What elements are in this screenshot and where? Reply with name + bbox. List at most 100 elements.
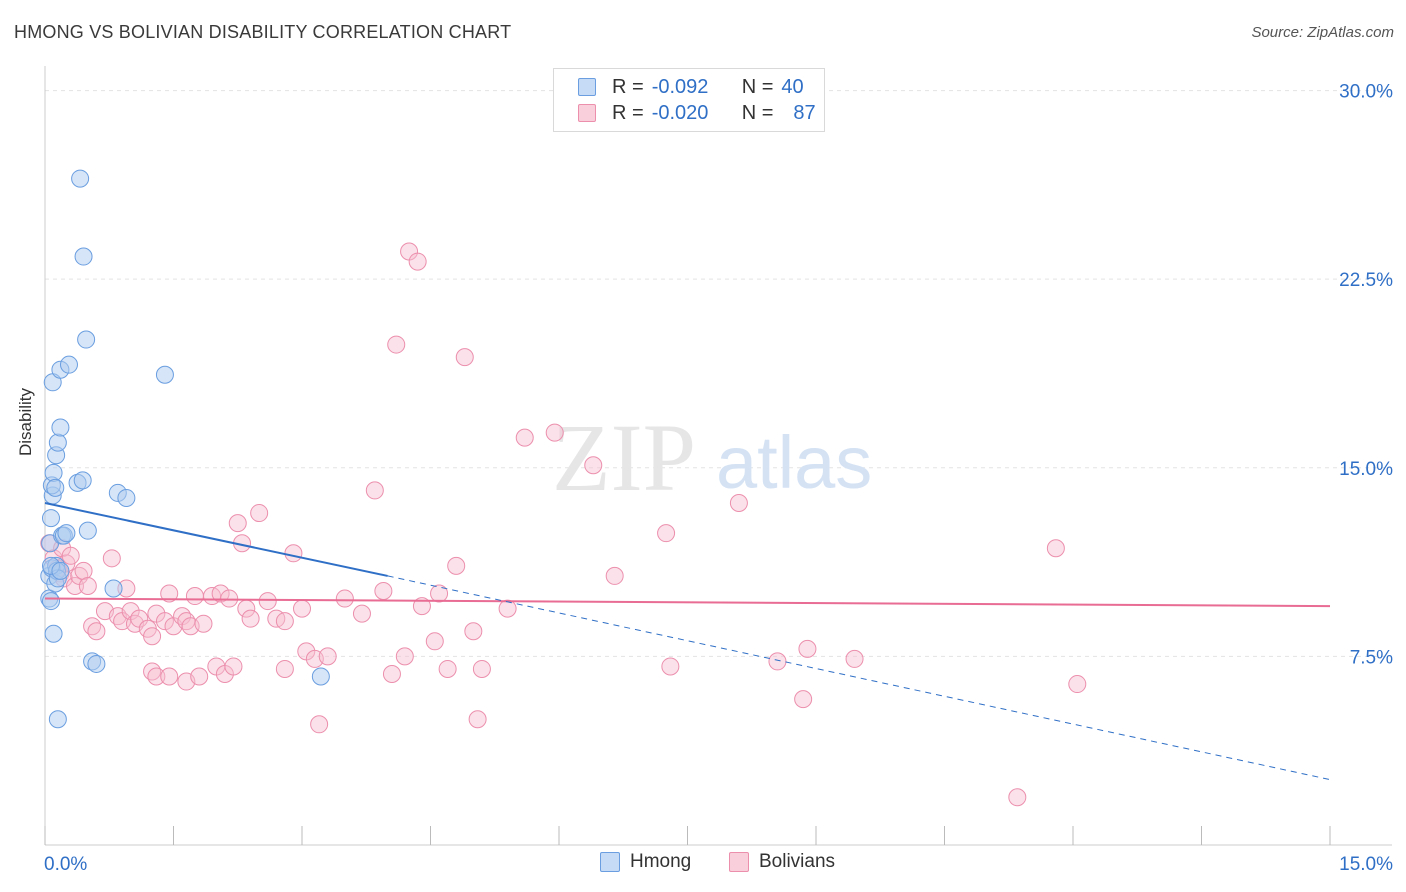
bolivians-point xyxy=(335,589,354,608)
bolivians-point xyxy=(147,667,166,686)
legend-hmong-label: Hmong xyxy=(630,851,692,872)
bolivians-point xyxy=(464,622,483,641)
hmong-point xyxy=(77,330,96,349)
bolivians-point xyxy=(102,549,121,568)
legend-r-label: R = xyxy=(612,75,644,98)
x-tick-label: 0.0% xyxy=(44,854,87,875)
legend-n-label: N = xyxy=(741,75,774,98)
hmong-point xyxy=(78,521,97,540)
bolivians-point xyxy=(318,647,337,666)
bolivians-point xyxy=(155,612,174,631)
bolivians-point xyxy=(1008,788,1027,807)
bolivians-points xyxy=(40,242,1087,807)
legend-item-bolivians[interactable]: Bolivians xyxy=(729,851,835,873)
bolivians-swatch xyxy=(578,104,596,122)
hmong-point xyxy=(71,169,90,188)
hmong-point xyxy=(44,624,63,643)
legend-r-value: -0.020 xyxy=(651,101,709,124)
bolivians-point xyxy=(845,649,864,668)
bolivians-point xyxy=(310,715,329,734)
y-axis-label: Disability xyxy=(16,387,35,456)
hmong-swatch xyxy=(600,852,620,872)
bolivians-point xyxy=(258,592,277,611)
bolivians-point xyxy=(794,690,813,709)
hmong-swatch xyxy=(578,78,596,96)
legend-r-value: -0.092 xyxy=(651,75,709,98)
legend-n-value: 87 xyxy=(793,101,816,124)
hmong-point xyxy=(59,355,78,374)
legend-bolivians-label: Bolivians xyxy=(759,851,836,872)
bolivians-point xyxy=(408,252,427,271)
zipatlas-watermark: ZIP atlas xyxy=(552,404,872,511)
bolivians-point xyxy=(1046,539,1065,558)
bolivians-point xyxy=(425,632,444,651)
watermark-atlas: atlas xyxy=(716,421,872,504)
hmong-point xyxy=(73,471,92,490)
bolivians-point xyxy=(284,544,303,563)
hmong-points xyxy=(40,169,330,729)
bolivians-point xyxy=(468,710,487,729)
bolivians-point xyxy=(78,576,97,595)
correlation-legend: R = -0.092 N = 40 R = -0.020 N = 87 xyxy=(553,68,825,132)
bolivians-point xyxy=(65,576,84,595)
hmong-point xyxy=(104,579,123,598)
bolivians-point xyxy=(365,481,384,500)
hmong-point xyxy=(117,488,136,507)
hmong-point xyxy=(41,509,60,528)
hmong-point xyxy=(51,418,70,437)
hmong-point xyxy=(48,433,67,452)
hmong-point xyxy=(46,478,65,497)
x-tick-labels: 0.0% 15.0% xyxy=(44,854,1393,875)
bolivians-point xyxy=(74,561,93,580)
bolivians-point xyxy=(661,657,680,676)
series-legend: Hmong Bolivians xyxy=(0,851,1406,879)
bolivians-point xyxy=(395,647,414,666)
legend-n-label: N = xyxy=(741,101,774,124)
legend-row-bolivians: R = -0.020 N = 87 xyxy=(578,100,816,126)
x-tick-label: 15.0% xyxy=(1339,854,1393,875)
bolivians-point xyxy=(194,614,213,633)
bolivians-point xyxy=(455,348,474,367)
bolivians-point xyxy=(382,664,401,683)
y-tick-label: 30.0% xyxy=(1339,82,1393,103)
legend-n-value: 40 xyxy=(781,75,804,98)
axes xyxy=(44,66,1392,846)
bolivians-point xyxy=(729,493,748,512)
bolivians-point xyxy=(798,639,817,658)
y-tick-label: 22.5% xyxy=(1339,270,1393,291)
bolivians-point xyxy=(515,428,534,447)
bolivians-point xyxy=(472,659,491,678)
bolivians-point xyxy=(498,599,517,618)
bolivians-point xyxy=(438,659,457,678)
watermark-zip: ZIP xyxy=(552,404,696,511)
hmong-trend-line xyxy=(44,502,388,577)
hmong-point xyxy=(74,247,93,266)
legend-item-hmong[interactable]: Hmong xyxy=(600,851,691,873)
hmong-point xyxy=(57,524,76,543)
hmong-point xyxy=(41,592,60,611)
bolivians-point xyxy=(143,627,162,646)
bolivians-point xyxy=(185,587,204,606)
bolivians-swatch xyxy=(729,852,749,872)
hmong-point xyxy=(155,365,174,384)
bolivians-point xyxy=(211,584,230,603)
bolivians-point xyxy=(275,612,294,631)
source-label: Source: ZipAtlas.com xyxy=(1251,24,1394,41)
bolivians-point xyxy=(374,582,393,601)
bolivians-point xyxy=(387,335,406,354)
bolivians-point xyxy=(61,546,80,565)
bolivians-point xyxy=(657,524,676,543)
bolivians-point xyxy=(768,652,787,671)
bolivians-point xyxy=(1068,675,1087,694)
y-tick-label: 15.0% xyxy=(1339,459,1393,480)
bolivians-point xyxy=(293,599,311,618)
bolivians-point xyxy=(190,667,209,686)
bolivians-point xyxy=(352,604,371,623)
gridlines xyxy=(45,90,1392,657)
hmong-point xyxy=(48,710,67,729)
bolivians-point xyxy=(545,423,564,442)
bolivians-point xyxy=(584,456,603,475)
bolivians-point xyxy=(250,504,269,523)
hmong-trend-extension xyxy=(387,575,1331,781)
